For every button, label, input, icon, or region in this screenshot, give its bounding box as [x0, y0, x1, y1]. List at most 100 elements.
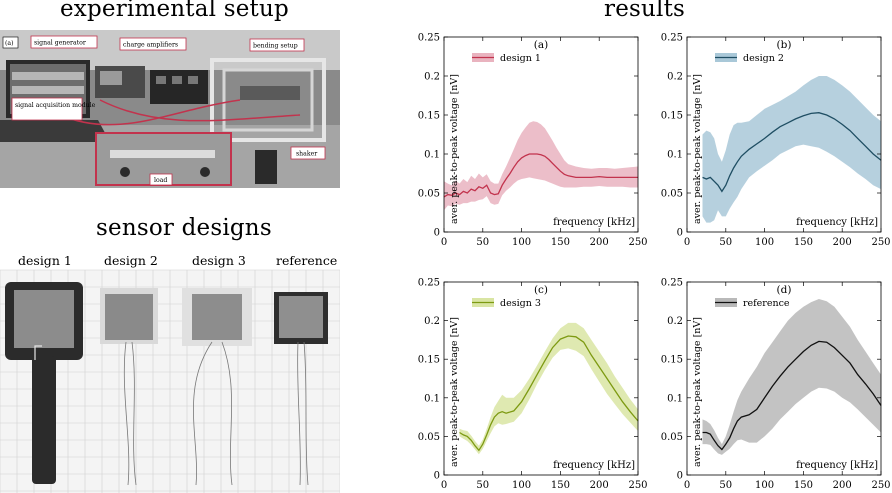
legend: reference: [715, 298, 790, 309]
y-tick-label: 0.05: [661, 189, 683, 200]
y-tick-label: 0.2: [424, 316, 440, 327]
y-tick-label: 0.1: [667, 393, 683, 404]
callout-signal-acquisition: signal acquisition module: [15, 102, 96, 109]
series-line: [459, 335, 639, 452]
x-tick-label: 150: [551, 237, 570, 248]
chart-panel-1: 0 50 100 150 200 250 0 0.05 0.1 0.15 0.2 0.25 (b) des…: [661, 33, 891, 249]
legend-label: design 2: [743, 53, 784, 64]
legend: design 1: [472, 53, 541, 64]
chart-panel-2: 0 50 100 150 200 250 0 0.05 0.1 0.15 0.2 0.25 (c) des…: [418, 278, 648, 492]
x-tick-label: 200: [833, 237, 852, 248]
y-tick-label: 0.25: [661, 33, 683, 44]
x-tick-label: 0: [684, 480, 690, 491]
y-tick-label: 0.1: [667, 150, 683, 161]
y-axis-label: aver. peak-to-peak voltage [nV]: [692, 317, 703, 467]
x-tick-label: 0: [441, 237, 447, 248]
x-tick-label: 250: [871, 480, 890, 491]
legend-label: design 1: [500, 53, 541, 64]
x-tick-label: 100: [755, 480, 774, 491]
series-line: [443, 153, 638, 198]
x-axis-label: frequency [kHz]: [796, 460, 878, 471]
x-tick-label: 100: [755, 237, 774, 248]
y-tick-label: 0.25: [661, 278, 683, 289]
chart-panel-3: 0 50 100 150 200 250 0 0.05 0.1 0.15 0.2 0.25 (d) ref…: [661, 278, 891, 492]
y-tick-label: 0.15: [661, 355, 683, 366]
x-tick-label: 0: [684, 237, 690, 248]
y-tick-label: 0.2: [667, 72, 683, 83]
std-band: [444, 121, 638, 211]
sensor-designs-photo: design 1 design 2 design 3 reference: [0, 253, 340, 493]
legend-label: reference: [743, 298, 790, 309]
y-tick-label: 0.1: [424, 150, 440, 161]
x-axis-label: frequency [kHz]: [796, 217, 878, 228]
x-tick-label: 50: [476, 237, 489, 248]
y-tick-label: 0: [677, 228, 683, 239]
sensor-label-design-3: design 3: [192, 253, 246, 268]
callout-shaker: shaker: [296, 151, 317, 158]
std-band: [459, 322, 638, 455]
y-axis-label: aver. peak-to-peak voltage [nV]: [449, 317, 460, 467]
y-tick-label: 0.05: [418, 189, 440, 200]
callout-bending-setup: bending setup: [253, 43, 298, 50]
x-tick-label: 50: [719, 237, 732, 248]
panel-label: (a): [534, 39, 548, 51]
y-tick-label: 0.05: [418, 432, 440, 443]
y-axis-label: aver. peak-to-peak voltage [nV]: [692, 74, 703, 224]
y-tick-label: 0.25: [418, 33, 440, 44]
x-tick-label: 250: [871, 237, 890, 248]
series-line: [702, 112, 882, 193]
x-tick-label: 100: [512, 237, 531, 248]
panel-label: (d): [777, 284, 792, 296]
legend: design 2: [715, 53, 784, 64]
x-tick-label: 150: [551, 480, 570, 491]
x-axis-label: frequency [kHz]: [553, 460, 635, 471]
y-tick-label: 0.2: [424, 72, 440, 83]
results-heading: results: [604, 0, 686, 22]
sensor-label-design-1: design 1: [18, 253, 72, 268]
x-tick-label: 0: [441, 480, 447, 491]
sensor-designs-heading: sensor designs: [96, 215, 272, 241]
chart-panel-0: 0 50 100 150 200 250 0 0.05 0.1 0.15 0.2 0.25 (a) des…: [418, 33, 648, 249]
x-tick-label: 100: [512, 480, 531, 491]
y-tick-label: 0.15: [418, 111, 440, 122]
x-tick-label: 200: [833, 480, 852, 491]
x-tick-label: 250: [628, 480, 647, 491]
series-line: [702, 340, 882, 451]
x-tick-label: 200: [590, 237, 609, 248]
y-tick-label: 0.25: [418, 278, 440, 289]
setup-panel-label: (a): [5, 40, 14, 47]
y-tick-label: 0: [677, 471, 683, 482]
callout-signal-generator: signal generator: [34, 40, 86, 47]
sensor-label-design-2: design 2: [104, 253, 158, 268]
x-tick-label: 200: [590, 480, 609, 491]
x-tick-label: 50: [476, 480, 489, 491]
y-tick-label: 0: [434, 228, 440, 239]
y-tick-label: 0.15: [418, 355, 440, 366]
setup-heading: experimental setup: [60, 0, 289, 22]
std-band: [702, 76, 881, 223]
sensor-label-reference: reference: [276, 253, 337, 268]
y-tick-label: 0: [434, 471, 440, 482]
plot-frame: [686, 281, 882, 476]
x-tick-label: 50: [719, 480, 732, 491]
y-tick-label: 0.15: [661, 111, 683, 122]
y-tick-label: 0.05: [661, 432, 683, 443]
y-axis-label: aver. peak-to-peak voltage [nV]: [449, 74, 460, 224]
x-tick-label: 150: [794, 237, 813, 248]
plot-frame: [443, 281, 639, 476]
plot-frame: [686, 36, 882, 233]
legend: design 3: [472, 298, 541, 309]
panel-label: (c): [534, 284, 548, 296]
panel-label: (b): [777, 39, 792, 51]
plot-frame: [443, 36, 639, 233]
x-tick-label: 150: [794, 480, 813, 491]
legend-label: design 3: [500, 298, 541, 309]
y-tick-label: 0.1: [424, 393, 440, 404]
callout-charge-amplifiers: charge amplifiers: [123, 42, 178, 49]
x-axis-label: frequency [kHz]: [553, 217, 635, 228]
experimental-setup-photo: (a) signal generator charge amplifiers b…: [0, 30, 340, 188]
std-band: [702, 299, 881, 455]
y-tick-label: 0.2: [667, 316, 683, 327]
callout-load: load: [154, 177, 167, 184]
